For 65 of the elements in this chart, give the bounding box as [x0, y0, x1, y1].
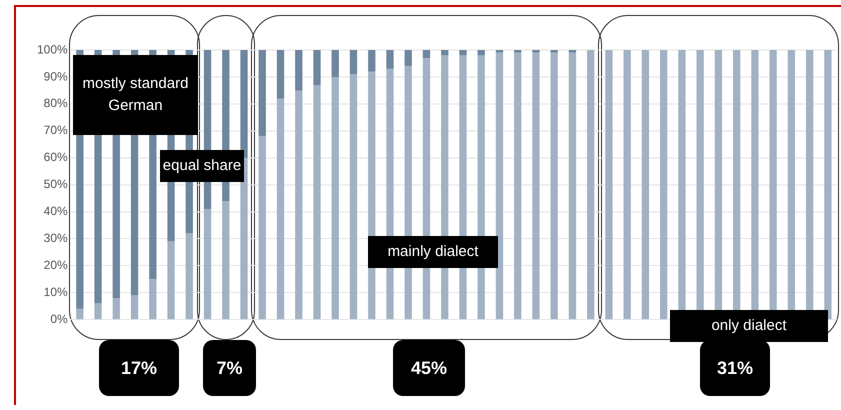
label-box: mostly standard German — [73, 55, 198, 135]
bar — [824, 50, 832, 320]
label-box: 17% — [99, 340, 179, 396]
bar — [276, 98, 284, 320]
bar — [404, 50, 412, 66]
y-tick-label: 20% — [44, 258, 68, 272]
bar — [313, 85, 321, 320]
bar — [587, 50, 594, 320]
bar — [204, 209, 212, 320]
bar — [258, 136, 266, 320]
annotation: mostly standard German — [82, 74, 190, 116]
label-box: only dialect — [670, 310, 828, 342]
bar — [258, 50, 266, 136]
bar — [332, 50, 339, 77]
y-tick-label: 10% — [44, 284, 68, 299]
bar — [368, 50, 376, 72]
bar — [276, 50, 284, 99]
y-tick-label: 70% — [44, 123, 68, 138]
bar — [568, 52, 576, 320]
bar — [459, 50, 467, 56]
label-box: mainly dialect — [368, 236, 498, 268]
bar — [624, 50, 631, 320]
bar — [112, 298, 120, 320]
bar — [478, 50, 485, 56]
bar — [441, 50, 448, 56]
bar — [149, 279, 156, 320]
bar — [350, 50, 358, 74]
bar — [295, 90, 302, 320]
bar — [313, 50, 321, 86]
y-tick-label: 40% — [44, 204, 68, 218]
bar — [76, 308, 84, 320]
bar — [332, 76, 339, 320]
bar — [514, 50, 522, 53]
bar — [167, 241, 175, 320]
y-tick-label: 80% — [44, 96, 68, 110]
bar — [605, 50, 613, 320]
bar — [422, 50, 430, 58]
label-box: equal share — [160, 150, 244, 182]
bar — [350, 74, 358, 320]
y-tick-label: 100% — [36, 42, 68, 56]
annotation: equal share — [162, 156, 242, 176]
bar — [186, 233, 193, 320]
y-tick-label: 30% — [44, 231, 68, 246]
bar — [386, 50, 394, 69]
bar — [660, 50, 668, 320]
label-box: 7% — [203, 340, 256, 396]
bar — [130, 295, 138, 320]
bar — [550, 52, 558, 320]
bar — [496, 52, 504, 320]
bar — [222, 200, 230, 320]
label-box: 31% — [700, 340, 770, 396]
y-tick-label: 50% — [44, 177, 68, 192]
bar — [642, 50, 650, 320]
bar — [514, 52, 522, 320]
y-tick-label: 90% — [44, 69, 68, 84]
bar — [94, 303, 102, 320]
bar — [295, 50, 302, 90]
y-tick-label: 0% — [50, 312, 68, 326]
annotation: mainly dialect — [388, 242, 478, 262]
y-tick-label: 60% — [44, 150, 68, 164]
annotation: only dialect — [711, 316, 787, 336]
bar — [550, 50, 558, 53]
bar — [240, 50, 248, 158]
bar — [532, 52, 540, 320]
label-box: 45% — [393, 340, 465, 396]
